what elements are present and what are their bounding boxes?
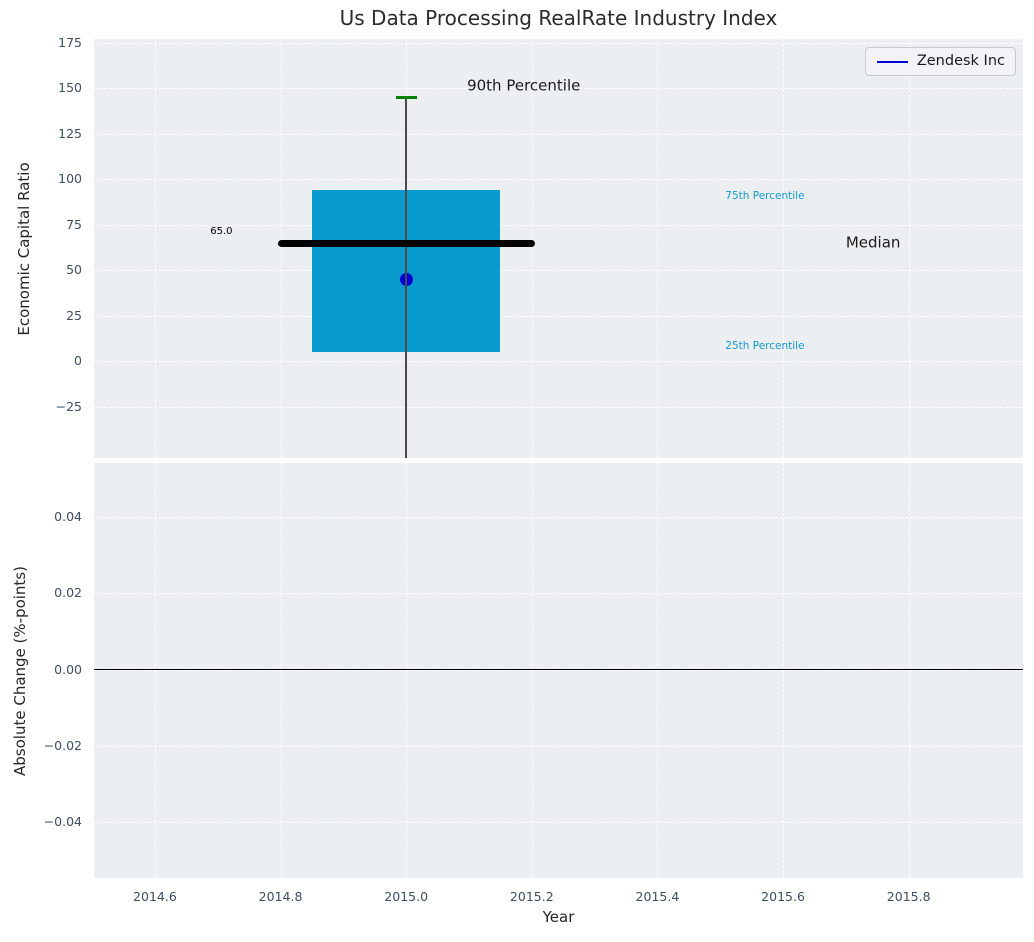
x-axis-label: Year [542,908,575,926]
gridline-x [783,39,785,458]
gridline-x [908,463,910,878]
y-tick-label: −0.02 [43,737,82,753]
bottom-subplot [94,463,1023,878]
x-tick-label: 2014.8 [258,889,303,904]
x-tick-label: 2015.4 [635,889,680,904]
zero-line [94,668,1023,670]
annotation-median-value-label: 65.0 [210,226,233,238]
gridline-y [94,315,1023,317]
gridline-x [908,39,910,458]
gridline-x [154,39,156,458]
y-tick-label: 0.00 [54,661,82,677]
y-tick-label: 125 [58,125,82,141]
annotation-median-label: Median [845,233,901,252]
legend-line-sample [876,60,908,63]
gridline-x [154,463,156,878]
gridline-y [94,224,1023,226]
gridline-y [94,179,1023,181]
x-tick-label: 2015.0 [384,889,429,904]
y-tick-label: −0.04 [43,813,82,829]
gridline-x [657,463,659,878]
gridline-y [94,517,1023,519]
gridline-y [94,745,1023,747]
y-tick-label: 0 [74,353,82,369]
gridline-y [94,361,1023,363]
whisker-line [405,97,407,458]
y-tick-label: 175 [58,34,82,50]
median-line [277,239,535,247]
x-tick-label: 2015.2 [509,889,554,904]
x-tick-label: 2014.6 [133,889,177,904]
annotation-90th-percentile-label: 90th Percentile [467,76,581,95]
gridline-y [94,88,1023,90]
y-tick-label: 100 [58,171,82,187]
gridline-y [94,270,1023,272]
y-tick-label: −25 [55,398,82,414]
gridline-y [94,669,1023,671]
x-tick-label: 2015.8 [886,889,931,904]
figure-title: Us Data Processing RealRate Industry Ind… [339,6,778,30]
gridline-x [531,39,533,458]
gridline-x [531,463,533,878]
gridline-x [406,463,408,878]
y-tick-label: 25 [66,307,82,323]
gridline-x [783,463,785,878]
gridline-x [657,39,659,458]
gridline-x [280,463,282,878]
whisker-cap-90th-percentile [395,95,417,99]
gridline-y [94,42,1023,44]
y-tick-label: 75 [66,216,82,232]
annotation-75th-percentile-label: 75th Percentile [725,189,805,202]
annotation-25th-percentile-label: 25th Percentile [725,339,805,352]
legend: Zendesk Inc [864,47,1016,77]
legend-label: Zendesk Inc [916,53,1005,69]
gridline-y [94,406,1023,408]
gridline-y [94,133,1023,135]
y-tick-label: 150 [58,80,82,96]
gridline-y [94,821,1023,823]
gridline-y [94,593,1023,595]
y-tick-label: 0.02 [54,585,82,601]
y-tick-label: 0.04 [54,509,82,525]
top-subplot: Zendesk Inc [94,39,1023,458]
x-tick-label: 2015.6 [761,889,805,904]
gridline-x [280,39,282,458]
y-tick-label: 50 [66,262,82,278]
